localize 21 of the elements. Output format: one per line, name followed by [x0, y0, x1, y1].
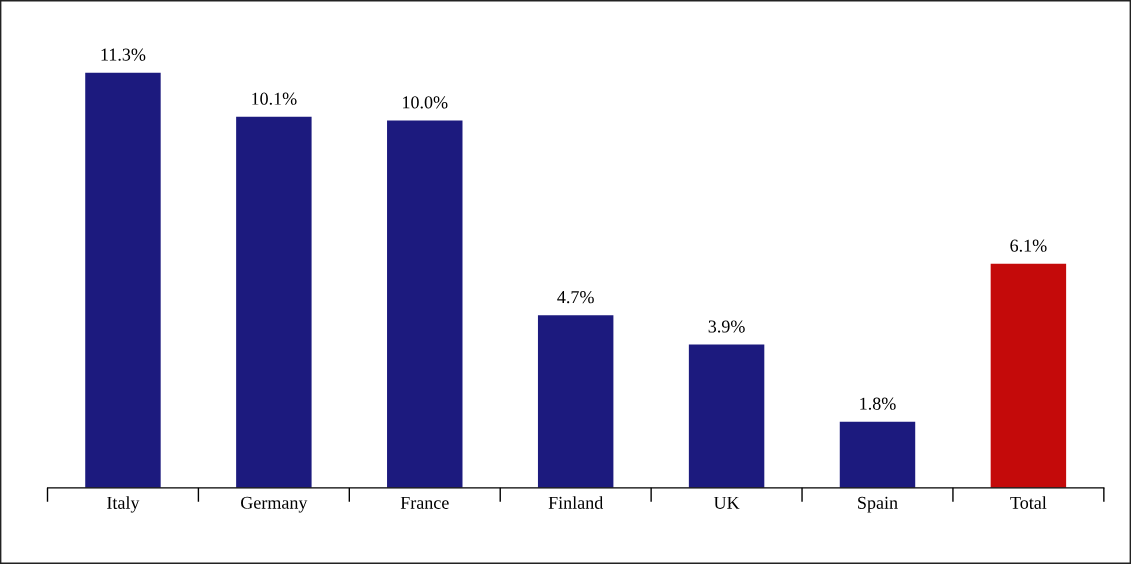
data-label: 10.0%	[403, 96, 448, 109]
bar	[990, 263, 1067, 488]
data-label: 3.9%	[708, 320, 745, 333]
x-tick-label: Germany	[241, 496, 308, 513]
bar	[387, 120, 463, 488]
x-tick-label: Italy	[107, 496, 140, 513]
data-label: 6.1%	[1010, 239, 1047, 252]
bar	[236, 116, 312, 488]
x-tick-label: Finland	[548, 496, 604, 509]
x-tick-label: UK	[713, 496, 740, 509]
bar	[839, 421, 916, 488]
x-tick-label: France	[400, 496, 449, 509]
data-label: 4.7%	[557, 290, 594, 304]
bar	[688, 344, 765, 488]
x-tick-label: Total	[1010, 496, 1047, 509]
data-label: 11.3%	[101, 48, 146, 61]
bar	[85, 72, 161, 488]
x-tick-label: Spain	[858, 496, 898, 513]
data-label: 1.8%	[860, 397, 896, 410]
bar	[537, 315, 614, 488]
data-label: 10.1%	[252, 92, 297, 105]
